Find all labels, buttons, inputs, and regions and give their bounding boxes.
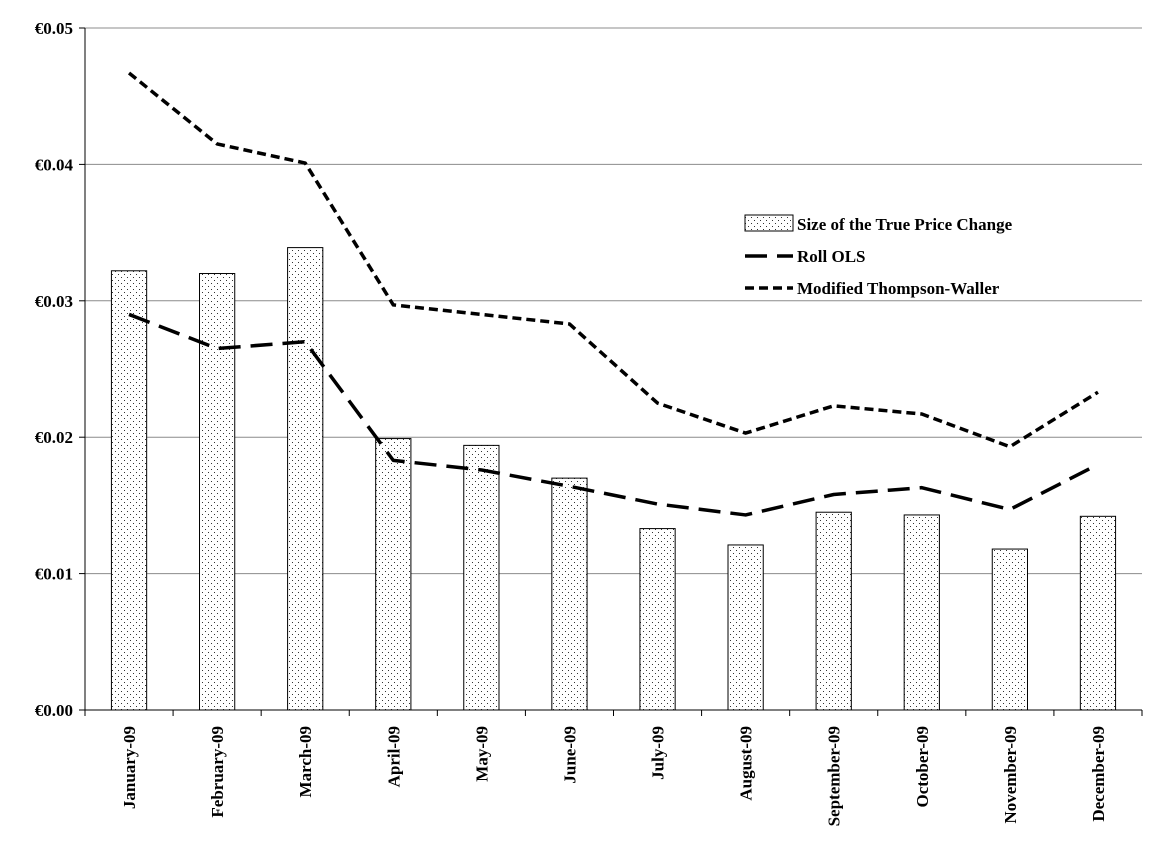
bar [199, 273, 236, 711]
bar [110, 270, 148, 711]
x-tick-label: February-09 [208, 726, 227, 818]
line-roll-ols [128, 312, 1099, 517]
x-tick-label: July-09 [649, 726, 668, 780]
bar [991, 548, 1028, 711]
gridlines [85, 27, 1142, 575]
x-tick-label: November-09 [1001, 726, 1020, 824]
y-tick-label: €0.04 [35, 155, 74, 174]
x-tick-label: December-09 [1089, 726, 1108, 822]
y-tick-label: €0.00 [35, 701, 73, 720]
x-tick-label: June-09 [560, 726, 579, 784]
x-tick-label: August-09 [737, 726, 756, 801]
x-tick-label: May-09 [472, 726, 491, 782]
axes [79, 27, 1143, 716]
bar [903, 514, 940, 711]
bar [375, 438, 412, 711]
x-tick-label: March-09 [296, 726, 315, 797]
y-tick-label: €0.02 [35, 428, 73, 447]
y-tick-label: €0.01 [35, 565, 73, 584]
legend-label: Modified Thompson-Waller [797, 279, 1000, 298]
bar [727, 544, 764, 711]
x-tick-label: January-09 [120, 726, 139, 809]
x-tick-label: October-09 [913, 726, 932, 808]
legend-label: Roll OLS [797, 247, 866, 266]
line-series [127, 71, 1099, 517]
y-tick-labels: €0.00 €0.01 €0.02 €0.03 €0.04 €0.05 [35, 19, 74, 720]
x-tick-labels: January-09 February-09 March-09 April-09 May… [120, 726, 1108, 826]
bar [463, 444, 500, 711]
bar [1079, 515, 1117, 711]
bar [287, 247, 324, 711]
bar [815, 511, 852, 711]
line-modified-thompson-waller [127, 71, 1099, 449]
bar [551, 477, 588, 711]
x-tick-label: September-09 [825, 726, 844, 826]
legend-label: Size of the True Price Change [797, 215, 1013, 234]
bar [639, 528, 676, 711]
legend: Size of the True Price Change Roll OLS Mod… [744, 214, 1013, 298]
legend-swatch-bar [744, 214, 794, 232]
y-tick-label: €0.03 [35, 292, 73, 311]
y-tick-label: €0.05 [35, 19, 73, 38]
x-tick-label: April-09 [384, 726, 403, 787]
bar-series [110, 247, 1117, 711]
